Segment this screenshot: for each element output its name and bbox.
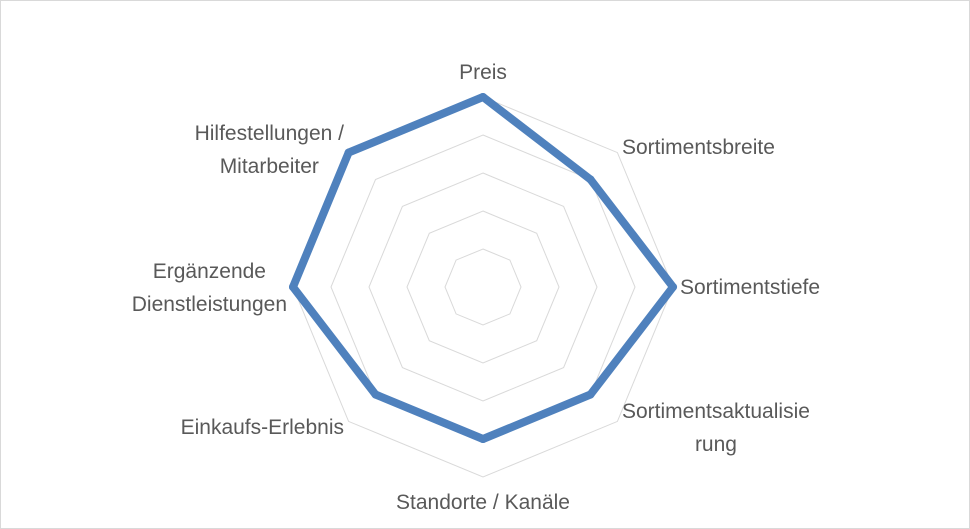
category-label-6-line-1: Dienstleistungen	[132, 293, 287, 316]
grid-ring-1	[444, 248, 522, 326]
category-label-0-line-0: Preis	[459, 61, 507, 84]
category-label-2-line-0: Sortimentstiefe	[680, 276, 820, 299]
category-label-7-line-1: Mitarbeiter	[220, 155, 319, 178]
data-point-4	[479, 435, 487, 443]
category-label-3-line-0: Sortimentsaktualisie	[622, 400, 810, 423]
category-label-3: Sortimentsaktualisie rung	[622, 400, 810, 456]
category-label-4: Standorte / Kanäle	[396, 491, 570, 514]
category-label-4-line-0: Standorte / Kanäle	[396, 491, 570, 514]
data-point-6	[289, 283, 297, 291]
grid-ring-2	[406, 210, 560, 364]
grid-ring-3	[368, 172, 598, 402]
category-label-5: Einkaufs-Erlebnis	[181, 416, 344, 439]
data-point-0	[479, 93, 487, 101]
series-0-line	[289, 93, 677, 443]
data-point-5	[371, 390, 380, 399]
category-label-3-line-1: rung	[695, 433, 737, 456]
radar-series-layer	[289, 93, 677, 443]
category-label-7-line-0: Hilfestellungen /	[195, 122, 345, 145]
data-point-1	[586, 175, 595, 184]
category-label-1-line-0: Sortimentsbreite	[622, 136, 775, 159]
data-point-3	[586, 390, 595, 399]
category-label-0: Preis	[459, 61, 507, 84]
category-label-2: Sortimentstiefe	[680, 276, 820, 299]
data-point-2	[669, 283, 677, 291]
category-label-1: Sortimentsbreite	[622, 136, 775, 159]
category-label-7: Hilfestellungen / Mitarbeiter	[195, 122, 345, 178]
data-point-7	[344, 148, 353, 157]
category-labels: Preis Sortimentsbreite Sortimentstiefe Sort…	[132, 61, 820, 514]
category-label-5-line-0: Einkaufs-Erlebnis	[181, 416, 344, 439]
category-label-6-line-0: Ergänzende	[153, 260, 266, 283]
category-label-6: Ergänzende Dienstleistungen	[132, 260, 287, 316]
